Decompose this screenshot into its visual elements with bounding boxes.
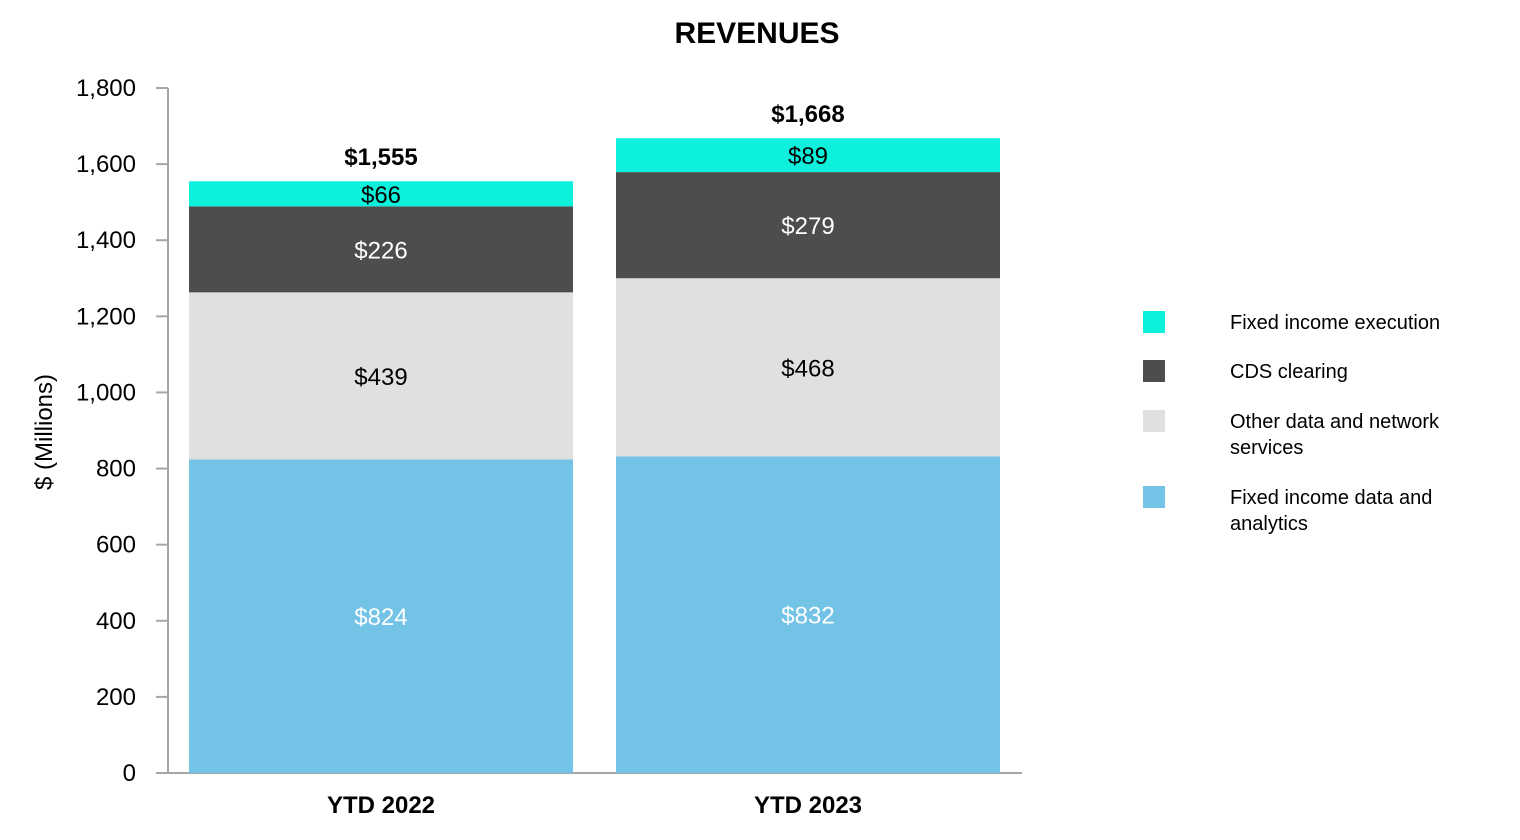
y-tick-label: 0	[123, 760, 136, 787]
data-label: $832	[781, 603, 834, 630]
y-tick-label: 1,000	[76, 379, 136, 406]
chart-title: REVENUES	[674, 17, 839, 50]
legend-label: services	[1230, 437, 1303, 459]
y-tick-label: 400	[96, 608, 136, 635]
bar-stacks: $824 $439 $226 $66 $1,555 $832 $468 $279 $89 $1,6…	[189, 101, 1000, 773]
y-tick-label: 800	[96, 456, 136, 483]
legend-label: CDS clearing	[1230, 361, 1348, 383]
x-tick-label: YTD 2023	[754, 792, 862, 819]
bar-segment	[189, 206, 573, 293]
axes: 0 200 400 600 800 1,000 1,200 1,400 1,600 1,800 YT…	[76, 75, 1022, 819]
data-label: $468	[781, 355, 834, 382]
bar-segment	[616, 172, 1000, 279]
x-tick-label: YTD 2022	[327, 792, 435, 819]
data-label: $66	[361, 182, 401, 209]
legend-label: analytics	[1230, 513, 1308, 535]
legend-label: Other data and network	[1230, 411, 1440, 433]
y-tick-label: 200	[96, 684, 136, 711]
bar-segment	[189, 292, 573, 460]
y-axis-label: $ (Millions)	[31, 374, 58, 490]
y-tick-label: 1,800	[76, 75, 136, 102]
bar-segment	[616, 278, 1000, 457]
total-label: $1,555	[344, 144, 417, 171]
y-tick-label: 600	[96, 532, 136, 559]
legend-swatch	[1143, 360, 1165, 382]
y-tick-label: 1,600	[76, 151, 136, 178]
total-label: $1,668	[771, 101, 844, 128]
bar-segment	[616, 138, 1000, 173]
data-label: $824	[354, 604, 407, 631]
bar-segment	[189, 181, 573, 207]
legend: Fixed income execution CDS clearing Other …	[1143, 311, 1440, 535]
legend-swatch	[1143, 311, 1165, 333]
legend-swatch	[1143, 410, 1165, 432]
bar-segment	[616, 456, 1000, 773]
legend-label: Fixed income execution	[1230, 312, 1440, 334]
data-label: $226	[354, 237, 407, 264]
data-label: $439	[354, 364, 407, 391]
y-tick-label: 1,400	[76, 227, 136, 254]
bar-segment	[189, 459, 573, 773]
data-label: $89	[788, 143, 828, 170]
legend-label: Fixed income data and	[1230, 487, 1432, 509]
legend-swatch	[1143, 486, 1165, 508]
data-label: $279	[781, 213, 834, 240]
y-tick-label: 1,200	[76, 303, 136, 330]
